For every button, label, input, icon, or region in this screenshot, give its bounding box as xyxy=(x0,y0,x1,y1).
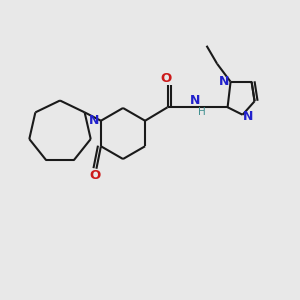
Text: N: N xyxy=(243,110,253,123)
Text: O: O xyxy=(160,72,172,85)
Text: N: N xyxy=(189,94,200,107)
Text: N: N xyxy=(219,75,229,88)
Text: H: H xyxy=(198,107,206,117)
Text: N: N xyxy=(89,114,100,127)
Text: O: O xyxy=(89,169,100,182)
